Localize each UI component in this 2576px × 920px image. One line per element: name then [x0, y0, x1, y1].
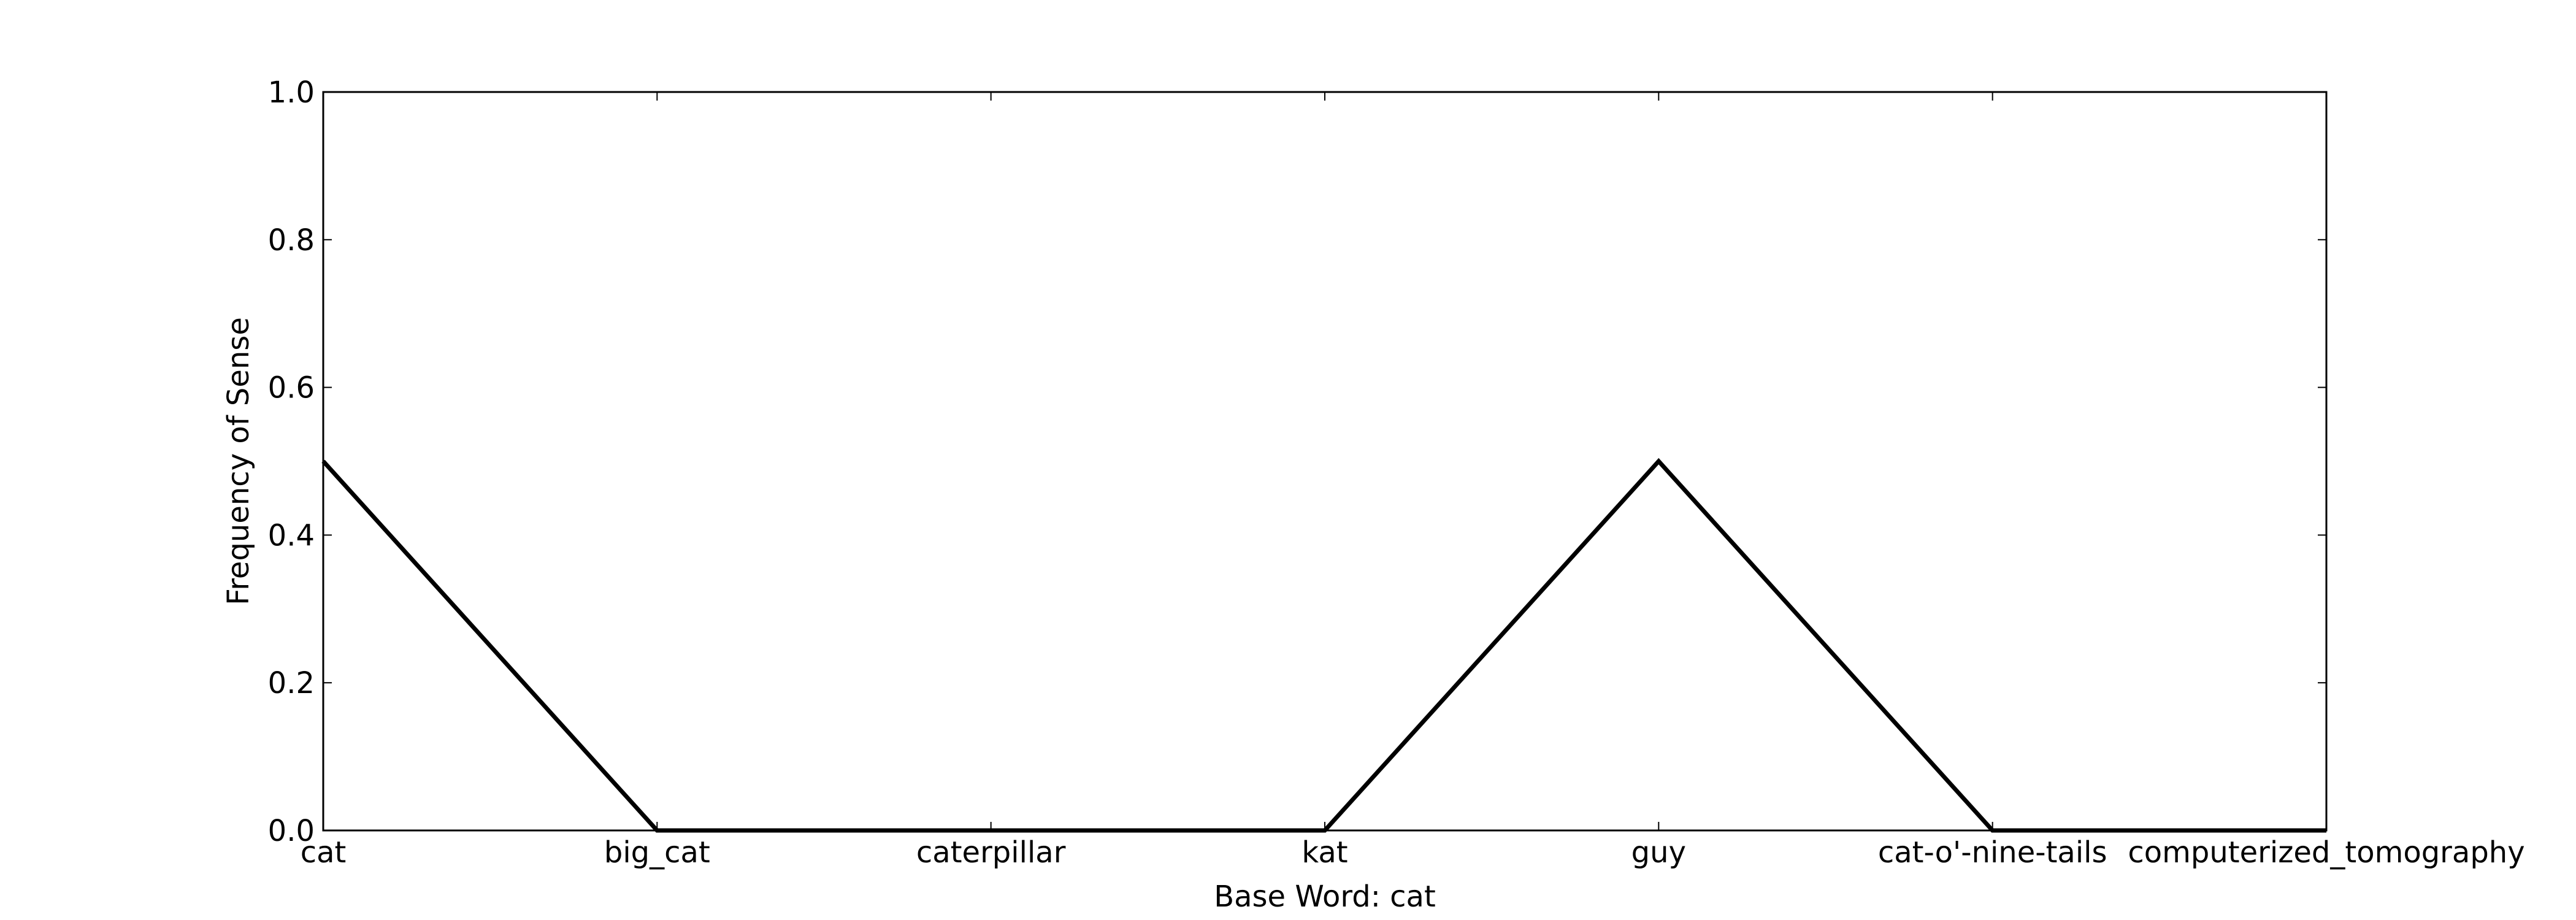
- y-tick-label: 1.0: [268, 75, 315, 110]
- y-tick-label: 0.2: [268, 666, 315, 700]
- x-tick-label: caterpillar: [916, 835, 1066, 870]
- plot-area: [323, 92, 2326, 830]
- x-tick-label: guy: [1631, 835, 1686, 870]
- tick-labels: cat big_cat caterpillar kat guy cat-o'-nine-t…: [268, 75, 2525, 870]
- plot-frame: [322, 91, 2328, 832]
- y-tick-label: 0.0: [268, 814, 315, 848]
- x-tick-label: big_cat: [604, 835, 710, 870]
- x-axis-label: Base Word: cat: [1214, 880, 1436, 914]
- y-tick-label: 0.8: [268, 223, 315, 258]
- y-axis-label: Frequency of Sense: [221, 317, 256, 605]
- x-tick-label: cat: [301, 835, 347, 870]
- x-tick-label: computerized_tomography: [2128, 835, 2524, 870]
- x-tick-label: cat-o'-nine-tails: [1878, 835, 2107, 870]
- x-tick-label: kat: [1301, 835, 1347, 870]
- data-point: [1658, 461, 1659, 462]
- y-tick-label: 0.6: [268, 371, 315, 405]
- y-tick-label: 0.4: [268, 518, 315, 553]
